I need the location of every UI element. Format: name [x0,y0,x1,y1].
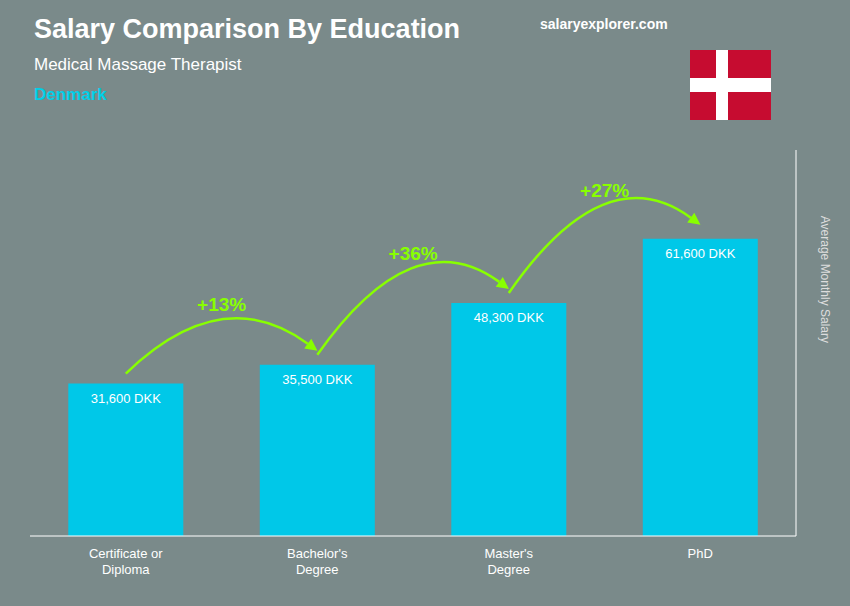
svg-text:Bachelor'sDegree: Bachelor'sDegree [287,546,348,577]
html-text:Salary Comparison By Education: Salary Comparison By Education [34,14,461,44]
svg-text:48,300 DKK: 48,300 DKK [474,310,544,325]
svg-text:Average Monthly Salary: Average Monthly Salary [818,216,832,343]
svg-text:PhD: PhD [688,546,713,561]
svg-text:+27%: +27% [580,180,629,201]
html-text:Medical Massage Therapist: Medical Massage Therapist [34,55,242,74]
svg-text:31,600 DKK: 31,600 DKK [91,391,161,406]
html-text:salaryexplorer.com: salaryexplorer.com [540,16,668,32]
svg-text:35,500 DKK: 35,500 DKK [282,372,352,387]
svg-text:61,600 DKK: 61,600 DKK [665,246,735,261]
svg-text:+36%: +36% [389,243,438,264]
svg-text:Certificate orDiploma: Certificate orDiploma [89,546,163,577]
html-text:Denmark: Denmark [34,85,107,104]
svg-text:+13%: +13% [197,294,246,315]
svg-text:Master'sDegree: Master'sDegree [484,546,533,577]
